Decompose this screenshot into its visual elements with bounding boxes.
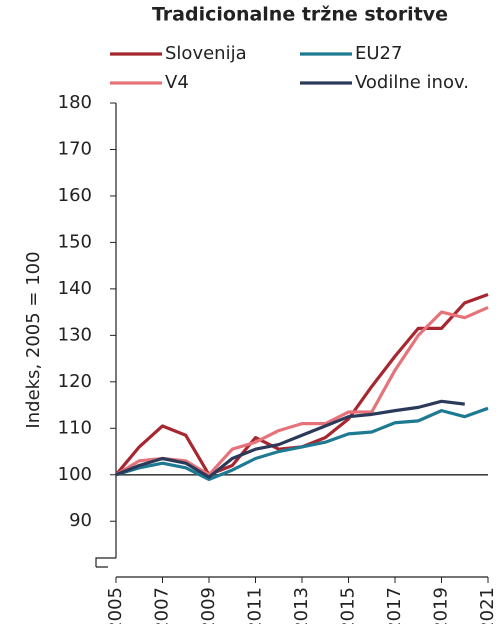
y-tick-label: 90 [69, 510, 92, 531]
series-line [115, 399, 465, 479]
legend-label: EU27 [355, 43, 402, 64]
x-tick-label: 2013 [291, 587, 312, 624]
chart-title: Tradicionalne tržne storitve [152, 4, 448, 26]
x-tick-label: 2011 [245, 587, 266, 624]
series-line [115, 406, 489, 482]
y-tick-label: 120 [58, 371, 92, 392]
x-tick-label: 2005 [105, 587, 126, 624]
y-tick-label: 140 [58, 278, 92, 299]
y-tick-label: 130 [58, 324, 92, 345]
legend-label: V4 [165, 72, 189, 93]
x-tick-label: 2019 [431, 587, 452, 624]
y-tick-label: 160 [58, 185, 92, 206]
x-tick-label: 2015 [338, 587, 359, 624]
y-axis-label: Indeks, 2005 = 100 [23, 251, 44, 428]
x-tick-label: 2021 [477, 587, 498, 624]
axis-break [95, 557, 116, 568]
y-tick-label: 170 [58, 138, 92, 159]
y-tick-label: 150 [58, 231, 92, 252]
y-tick-label: 180 [58, 92, 92, 113]
x-tick-label: 2009 [198, 587, 219, 624]
legend-label: Vodilne inov. [355, 72, 469, 93]
y-tick-label: 100 [58, 464, 92, 485]
y-tick-label: 110 [58, 417, 92, 438]
legend-label: Slovenija [165, 43, 247, 64]
x-tick-label: 2007 [152, 587, 173, 624]
series-line [115, 306, 489, 477]
x-tick-label: 2017 [384, 587, 405, 624]
